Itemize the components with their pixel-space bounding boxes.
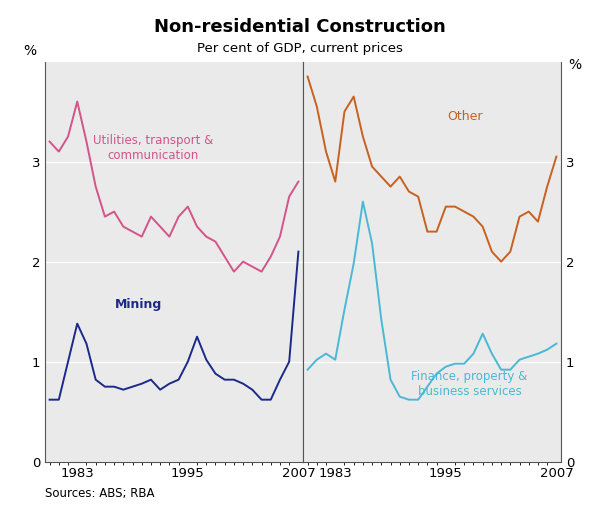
Text: Mining: Mining xyxy=(115,298,162,311)
Text: Other: Other xyxy=(448,110,483,123)
Text: Sources: ABS; RBA: Sources: ABS; RBA xyxy=(45,487,155,500)
Text: Utilities, transport &
communication: Utilities, transport & communication xyxy=(93,133,214,162)
Text: Per cent of GDP, current prices: Per cent of GDP, current prices xyxy=(197,42,403,55)
Y-axis label: %: % xyxy=(569,57,582,71)
Text: Finance, property &
business services: Finance, property & business services xyxy=(412,370,527,398)
Text: Non-residential Construction: Non-residential Construction xyxy=(154,18,446,36)
Y-axis label: %: % xyxy=(23,44,36,57)
